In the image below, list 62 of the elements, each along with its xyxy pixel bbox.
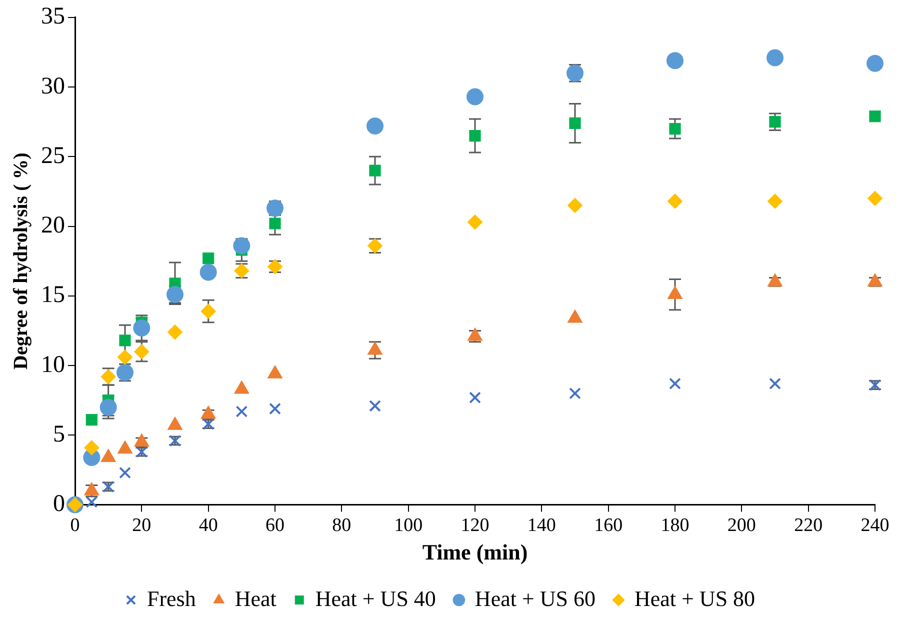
point: [202, 252, 214, 264]
legend-label: Heat + US 80: [634, 586, 756, 611]
y-tick-label: 0: [53, 491, 65, 518]
x-tick-label: 20: [132, 515, 152, 536]
point: [768, 194, 782, 209]
x-tick-label: 140: [527, 515, 556, 536]
point: [769, 378, 781, 390]
x-tick-label: 120: [460, 515, 490, 536]
point: [766, 49, 784, 66]
point: [236, 406, 248, 418]
y-tick-label: 30: [41, 73, 65, 100]
x-axis-title: Time (min): [422, 539, 528, 564]
x-tick-label: 80: [332, 515, 352, 536]
point: [469, 392, 481, 404]
point: [269, 402, 281, 415]
point: [369, 400, 381, 412]
point: [569, 117, 581, 130]
point: [666, 52, 684, 70]
x-tick-label: 0: [70, 515, 80, 536]
y-tick-label: 35: [41, 4, 65, 30]
legend-label: Fresh: [146, 586, 196, 611]
point: [86, 496, 98, 508]
x-tick-label: 40: [198, 515, 218, 536]
point: [200, 304, 216, 319]
point: [568, 198, 582, 213]
point: [119, 334, 131, 346]
y-tick-label: 15: [41, 282, 65, 308]
y-tick-label: 10: [41, 352, 65, 378]
point: [466, 88, 484, 106]
y-tick-label: 5: [53, 421, 65, 448]
x-tick-label: 200: [727, 515, 756, 536]
point: [100, 398, 117, 416]
y-tick-label: 25: [41, 142, 65, 169]
x-tick-label: 160: [594, 515, 623, 536]
y-tick-label: 20: [41, 212, 65, 239]
y-axis-title: Degree of hydrolysis ( %): [10, 152, 32, 370]
legend-label: Heat: [234, 586, 276, 611]
point: [369, 164, 381, 176]
x-tick-label: 240: [860, 515, 890, 536]
x-tick-label: 180: [660, 515, 690, 536]
point: [119, 466, 131, 479]
point: [366, 118, 384, 135]
x-tick-label: 60: [266, 515, 284, 536]
legend-label: Heat + US 40: [315, 586, 436, 611]
point: [168, 324, 182, 340]
point: [569, 387, 581, 400]
point: [118, 350, 132, 365]
point: [468, 214, 482, 230]
point: [84, 440, 100, 456]
point: [866, 54, 884, 72]
x-tick-label: 220: [794, 515, 823, 536]
point: [269, 218, 281, 230]
point: [233, 237, 250, 254]
legend-label: Heat + US 60: [474, 586, 596, 611]
point: [669, 378, 681, 390]
point: [469, 130, 481, 142]
point: [200, 264, 217, 281]
point: [86, 414, 98, 426]
x-tick-label: 100: [394, 515, 423, 536]
point: [668, 194, 682, 209]
point: [869, 110, 881, 122]
point: [868, 190, 882, 206]
